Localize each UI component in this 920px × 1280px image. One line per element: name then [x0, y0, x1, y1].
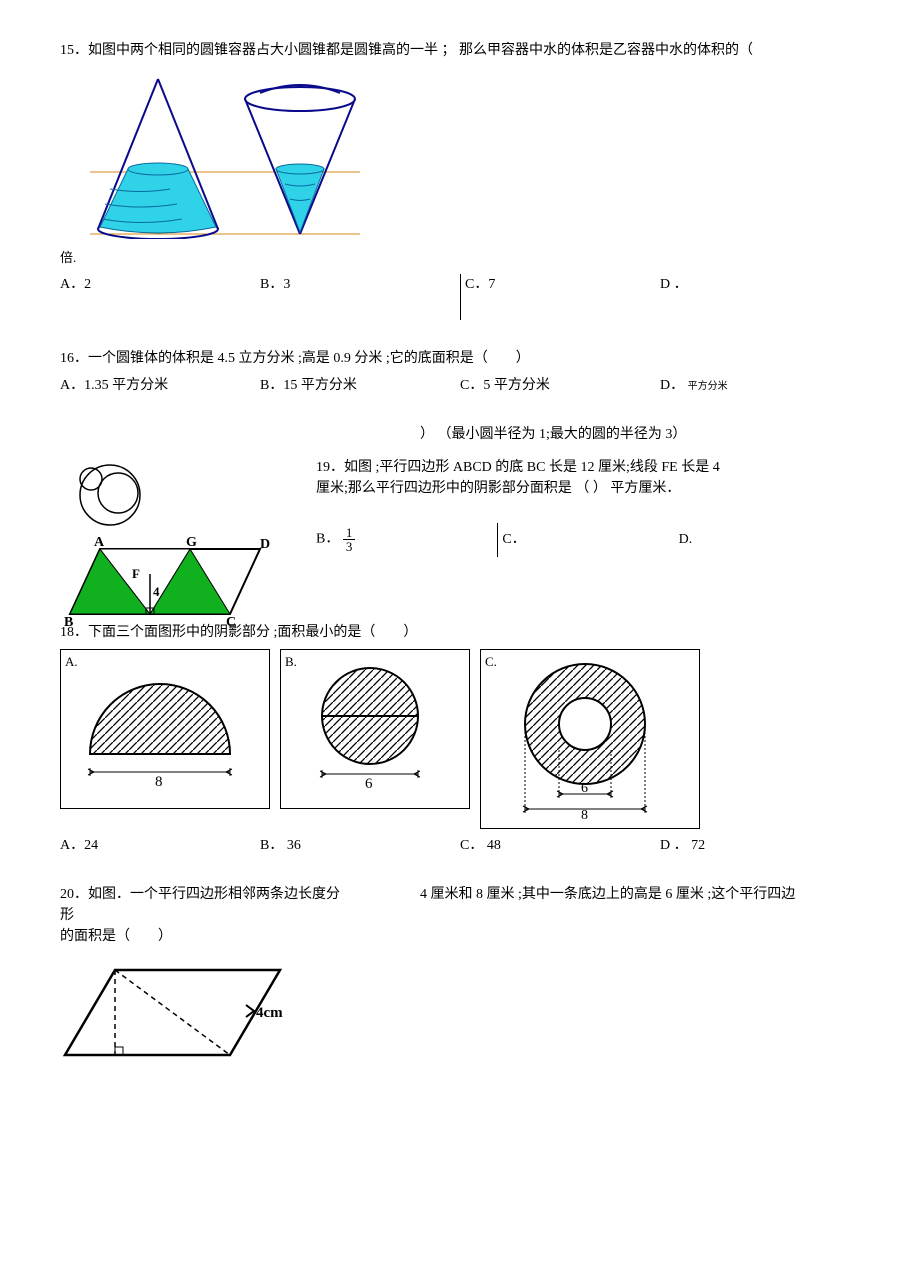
q20-text-row: 20．如图．一个平行四边形相邻两条边长度分 4 厘米和 8 厘米 ;其中一条底边…: [60, 884, 860, 905]
q16-d-small: 平方分米: [688, 381, 728, 392]
fraction-icon: 1 3: [343, 526, 356, 553]
svg-text:4: 4: [153, 584, 160, 599]
opt-b-frac: B． 1 3: [316, 526, 497, 553]
ans-a: A．24: [60, 835, 260, 856]
q19-line2: 厘米;那么平行四边形中的阴影部分面积是 （ ） 平方厘米．: [316, 478, 860, 499]
q15-caption: 倍.: [60, 248, 860, 268]
q15-figure: 倍.: [60, 69, 860, 268]
question-15: 15．如图中两个相同的圆锥容器占大小圆锥都是圆锥高的一半 ； 那么甲容器中水的体…: [60, 40, 860, 320]
fig-b-label: B.: [285, 652, 297, 672]
q16-opt-c: C．5 平方分米: [460, 375, 660, 396]
q15-opt-a: A．2: [60, 274, 260, 320]
q20-text2: 4 厘米和 8 厘米 ;其中一条底边上的高是 6 厘米 ;这个平行四边: [420, 884, 860, 905]
divider: [460, 274, 461, 320]
note-right: ） （最小圆半径为 1;最大的圆的半径为 3）: [420, 424, 860, 445]
svg-text:A: A: [94, 535, 105, 550]
ans-d: D ． 72: [660, 835, 860, 856]
q16-d-prefix: D．: [660, 378, 684, 393]
fig-b: B. 6: [280, 649, 470, 809]
svg-text:D: D: [260, 537, 270, 552]
opt-d: D.: [679, 529, 860, 550]
svg-text:4cm: 4cm: [256, 1005, 283, 1021]
q18-figures: A. 8 B. 6 C.: [60, 649, 860, 829]
svg-text:6: 6: [581, 781, 588, 796]
q20-text3: 形: [60, 905, 860, 926]
q15-opt-b: B．3: [260, 274, 460, 320]
fig-a-label: A.: [65, 652, 78, 672]
q18-text: 18．下面三个面图形中的阴影部分 ;面积最小的是（ ）: [60, 622, 860, 643]
question-16: 16．一个圆锥体的体积是 4.5 立方分米 ;高是 0.9 分米 ;它的底面积是…: [60, 348, 860, 396]
svg-text:8: 8: [581, 808, 588, 819]
question-20: 20．如图．一个平行四边形相邻两条边长度分 4 厘米和 8 厘米 ;其中一条底边…: [60, 884, 860, 1082]
ans-c: C． 48: [460, 835, 660, 856]
fig-c-label: C.: [485, 652, 497, 672]
q16-text: 16．一个圆锥体的体积是 4.5 立方分米 ;高是 0.9 分米 ;它的底面积是…: [60, 348, 860, 369]
svg-text:8: 8: [155, 774, 163, 790]
q20-text4: 的面积是（ ）: [60, 926, 860, 947]
figure-and-q19: A G D B C F 4 19．如图 ;平行四边形 ABCD 的底 BC 长是…: [60, 457, 860, 636]
q15-options: A．2 B．3 C．7 D ．: [60, 274, 860, 320]
frac-den: 3: [343, 540, 356, 553]
left-figures: A G D B C F 4: [60, 457, 310, 636]
q15-opt-c: C．7: [465, 274, 495, 295]
q15-number: 15．: [60, 43, 88, 58]
circles-figure: [60, 457, 170, 527]
frac-num: 1: [343, 526, 356, 540]
svg-text:6: 6: [365, 776, 373, 792]
svg-text:F: F: [132, 566, 140, 581]
q15-text: 15．如图中两个相同的圆锥容器占大小圆锥都是圆锥高的一半 ； 那么甲容器中水的体…: [60, 40, 860, 61]
q16-opt-b: B．15 平方分米: [260, 375, 460, 396]
q19-text-block: 19．如图 ;平行四边形 ABCD 的底 BC 长是 12 厘米;线段 FE 长…: [310, 457, 860, 557]
q16-options: A．1.35 平方分米 B．15 平方分米 C．5 平方分米 D． 平方分米: [60, 375, 860, 396]
inline-options: B． 1 3 C． D.: [316, 523, 860, 557]
q19-line1: 19．如图 ;平行四边形 ABCD 的底 BC 长是 12 厘米;线段 FE 长…: [316, 457, 860, 478]
q16-opt-d: D． 平方分米: [660, 375, 860, 396]
svg-text:G: G: [186, 535, 197, 550]
q15-opt-d: D ．: [660, 274, 860, 320]
opt-c: C．: [502, 529, 525, 550]
q15-body: 如图中两个相同的圆锥容器占大小圆锥都是圆锥高的一半 ； 那么甲容器中水的体积是乙…: [88, 43, 753, 58]
q18-answers: A．24 B． 36 C． 48 D ． 72: [60, 835, 860, 856]
parallelogram-figure: A G D B C F 4: [60, 534, 280, 629]
divider: [497, 523, 498, 557]
opt-b-label: B．: [316, 532, 339, 547]
q20-figure: 4cm: [60, 955, 860, 1082]
ans-b: B． 36: [260, 835, 460, 856]
fig-c: C. 6 8: [480, 649, 700, 829]
question-block-17-19: ） （最小圆半径为 1;最大的圆的半径为 3） A G: [60, 424, 860, 856]
q20-text1: 20．如图．一个平行四边形相邻两条边长度分: [60, 884, 420, 905]
q16-opt-a: A．1.35 平方分米: [60, 375, 260, 396]
fig-a: A. 8: [60, 649, 270, 809]
